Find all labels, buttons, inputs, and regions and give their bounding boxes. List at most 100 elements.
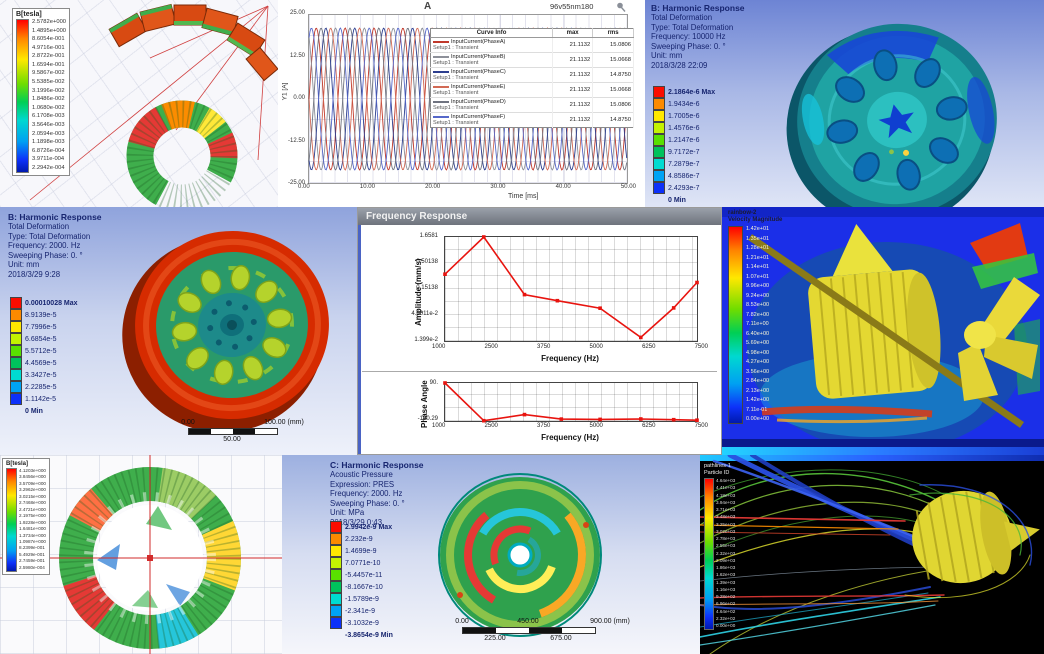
scale-row: 7.0771e-10 bbox=[330, 557, 393, 569]
tick-label: 7.11e+00 bbox=[746, 321, 769, 327]
ruler-label: 0.00 bbox=[455, 618, 469, 625]
phase-angle-marker bbox=[522, 412, 527, 417]
pathlines-graphic bbox=[700, 455, 1044, 654]
frequency-response-window: Frequency Response Amplitude (mm/s) 1.65… bbox=[357, 207, 722, 455]
scale-color-cell bbox=[10, 333, 22, 345]
tick-label: 1.6594e-001 bbox=[32, 61, 65, 68]
window-titlebar[interactable]: Frequency Response bbox=[358, 208, 721, 225]
curve-info-table: Curve Info max rms InputCurrent(PhaseA) Setu… bbox=[430, 28, 634, 128]
chart-divider[interactable] bbox=[362, 371, 717, 372]
tick-label: 1000 bbox=[432, 423, 446, 429]
tick-label: 2.32e+02 bbox=[716, 615, 736, 621]
scale-color-cell bbox=[10, 381, 22, 393]
harmonic-2000-panel: B: Harmonic Response Total Deformation T… bbox=[0, 207, 357, 455]
scale-row: 1.9434e-6 bbox=[653, 98, 715, 110]
tick-label: 6250 bbox=[642, 344, 656, 350]
tick-label: 3.1996e-002 bbox=[32, 87, 65, 94]
scale-label: 7.7996e-5 bbox=[25, 323, 57, 331]
curve-info-row[interactable]: InputCurrent(PhaseD) Setup1 : Transient 21… bbox=[430, 97, 634, 113]
y-axis-ticks: 25.00 12.50 0.00 -12.50 -25.00 bbox=[278, 10, 305, 186]
result-line: Type: Total Deformation bbox=[651, 22, 734, 32]
tick-label: 2.7459e-001 bbox=[19, 558, 45, 564]
colorbar-gradient bbox=[6, 468, 17, 572]
tick-label: 8.2399e-001 bbox=[19, 545, 45, 551]
phase-plot-area bbox=[443, 381, 699, 423]
amplitude-response-marker bbox=[671, 306, 676, 310]
tick-label: 2.5980e-004 bbox=[19, 564, 45, 570]
result-line: 2018/3/29 9:28 bbox=[8, 269, 61, 279]
tick-label: 7.82e+00 bbox=[746, 311, 770, 318]
series-name: InputCurrent(PhaseE) bbox=[451, 84, 506, 90]
colorbar-gradient bbox=[728, 226, 743, 424]
colorbar-labels: 1.42e+01 1.35e+01 1.28e+01 1.21e+01 1.14e+01… bbox=[746, 226, 769, 422]
series-color-swatch bbox=[433, 100, 449, 103]
tick-label: 30.00 bbox=[490, 184, 506, 190]
result-text-block: C: Harmonic Response Acoustic Pressure E… bbox=[330, 460, 424, 527]
scale-ruler: 0.00 100.00 (mm) 50.00 bbox=[168, 419, 308, 445]
scale-color-cell bbox=[330, 557, 342, 569]
tick-label: 2.78e+03 bbox=[716, 536, 736, 541]
tick-label: 1.8486e-002 bbox=[32, 96, 65, 103]
amplitude-response-marker bbox=[522, 292, 527, 297]
scale-row: 1.1142e-5 bbox=[10, 393, 78, 405]
scale-row: -5.4457e-11 bbox=[330, 569, 393, 581]
series-max: 21.1132 bbox=[552, 37, 594, 53]
acoustic-panel: C: Harmonic Response Acoustic Pressure E… bbox=[282, 455, 700, 654]
tick-label: 5.5385e-002 bbox=[32, 79, 65, 86]
scale-row: 3.3427e-5 bbox=[10, 369, 78, 381]
tick-label: 3.5646e-003 bbox=[32, 121, 65, 128]
pin-icon[interactable] bbox=[616, 2, 626, 12]
tick-label: 2.2942e-004 bbox=[32, 164, 65, 171]
curve-info-row[interactable]: InputCurrent(PhaseC) Setup1 : Transient 21… bbox=[430, 67, 634, 83]
scale-row: 1.7005e-6 bbox=[653, 110, 715, 122]
curve-info-row[interactable]: InputCurrent(PhaseB) Setup1 : Transient 21… bbox=[430, 52, 634, 68]
scale-label: 5.5712e-5 bbox=[25, 347, 57, 355]
tick-label: 7500 bbox=[694, 344, 708, 350]
legend-title: B[tesla] bbox=[6, 461, 29, 467]
tick-label: 9.96e+00 bbox=[746, 283, 770, 289]
curve-info-row[interactable]: InputCurrent(PhaseA) Setup1 : Transient 21… bbox=[430, 37, 634, 53]
scale-label: -1.5789e-9 bbox=[345, 595, 379, 603]
tick-label: 6.8726e-004 bbox=[32, 147, 65, 154]
phase-x-ticks: 1000 2500 3750 5000 6250 7500 bbox=[432, 423, 708, 429]
model-label: 96v55nm180 bbox=[550, 2, 594, 11]
scale-ruler: 0.00 450.00 900.00 (mm) 225.00 675.00 bbox=[432, 618, 662, 646]
scale-label: 7.0771e-10 bbox=[345, 559, 381, 567]
legend-name: pathlines-1 bbox=[704, 463, 731, 469]
tick-label: 1.62e+03 bbox=[716, 572, 736, 578]
result-line: Total Deformation bbox=[651, 13, 713, 22]
pathlines-panel: pathlines-1 Particle ID 4.64e+03 4.41e+03… bbox=[700, 455, 1044, 654]
amplitude-response-marker bbox=[443, 272, 447, 276]
scale-row: 6.6854e-5 bbox=[10, 333, 78, 345]
result-line: Total Deformation bbox=[8, 222, 70, 231]
series-color-swatch bbox=[433, 70, 449, 73]
scale-color-cell bbox=[330, 569, 342, 581]
scale-color-cell bbox=[330, 593, 342, 605]
tick-label: 1.07e+01 bbox=[746, 273, 770, 280]
curve-info-row[interactable]: InputCurrent(PhaseE) Setup1 : Transient 21… bbox=[430, 82, 634, 98]
series-rms: 14.8750 bbox=[592, 112, 634, 128]
tick-label: 1.9228e+000 bbox=[19, 519, 46, 525]
scale-row: 1.2147e-6 bbox=[653, 134, 715, 146]
b-field-legend: B[tesla] 2.5782e+000 1.4895e+000 8.6054e-0… bbox=[12, 8, 71, 176]
scale-color-cell bbox=[330, 521, 342, 533]
cfd-scene-graphic bbox=[722, 207, 1044, 455]
phase-chart bbox=[443, 381, 699, 423]
tick-label: 1.42e+01 bbox=[746, 226, 770, 232]
scale-row: 2.4293e-7 bbox=[653, 182, 715, 194]
scale-row: -8.1667e-10 bbox=[330, 581, 393, 593]
result-line: Frequency: 2000. Hz bbox=[8, 241, 81, 250]
scale-label: 3.3427e-5 bbox=[25, 371, 57, 379]
tick-label: 3.2962e+000 bbox=[19, 487, 46, 493]
series-name: InputCurrent(PhaseA) bbox=[451, 39, 506, 45]
tick-label: 5000 bbox=[589, 423, 603, 429]
fluent-legend: pathlines-1 Particle ID 4.64e+03 4.41e+03… bbox=[704, 463, 735, 630]
scale-color-cell bbox=[653, 98, 665, 110]
scale-color-cell bbox=[10, 393, 22, 405]
result-title: C: Harmonic Response bbox=[330, 460, 424, 470]
tick-label: 2500 bbox=[484, 344, 498, 350]
scale-label: 6.6854e-5 bbox=[25, 335, 57, 343]
amplitude-x-label: Frequency (Hz) bbox=[541, 354, 599, 363]
scale-label: 2.9942e-9 Max bbox=[345, 523, 393, 531]
curve-info-row[interactable]: InputCurrent(PhaseF) Setup1 : Transient 21… bbox=[430, 112, 634, 128]
